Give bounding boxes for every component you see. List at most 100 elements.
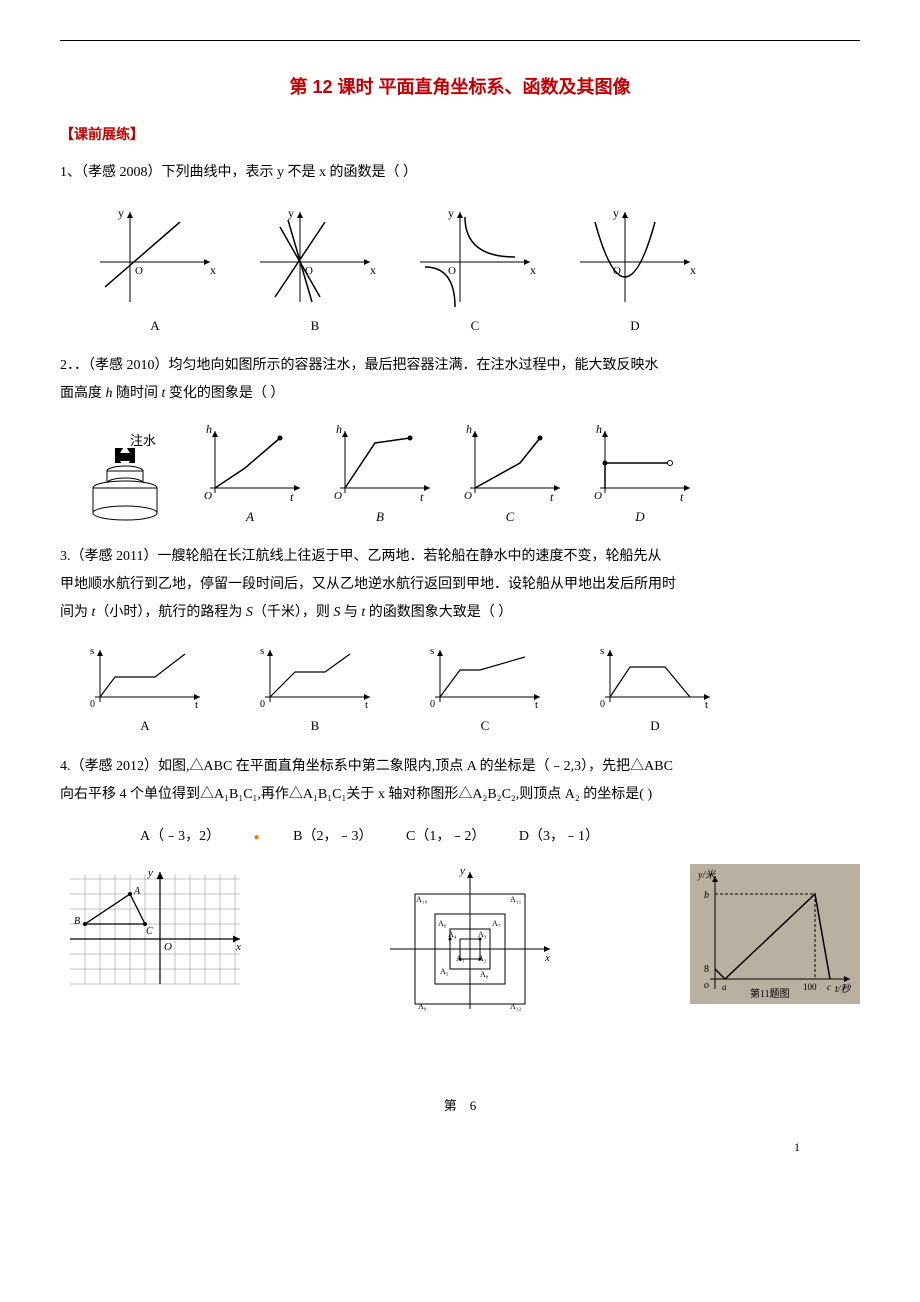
- svg-text:y: y: [147, 867, 153, 879]
- q2-fig-d: h t O D: [580, 423, 700, 528]
- q4-fig2: x y A₁A₂ A₃A₄ A₅A₆ A₇A₈ A₉A₁₀ A₁₁A₁₂: [380, 864, 560, 1014]
- svg-text:s: s: [260, 645, 264, 657]
- svg-text:100: 100: [803, 982, 817, 992]
- svg-text:C: C: [146, 926, 153, 937]
- svg-text:O: O: [305, 265, 313, 277]
- svg-text:O: O: [135, 265, 143, 277]
- q3-label-d: D: [590, 714, 720, 737]
- svg-text:A₇: A₇: [492, 919, 501, 928]
- question-4: 4.（孝感 2012）如图,△ABC 在平面直角坐标系中第二象限内,顶点 A 的…: [60, 753, 860, 809]
- svg-text:O: O: [448, 265, 456, 277]
- q4-opt-b: B（2，﹣3）: [293, 829, 372, 844]
- q2-fig-b: h t O B: [320, 423, 440, 528]
- svg-text:t/秒: t/秒: [835, 983, 852, 995]
- svg-text:A₁₀: A₁₀: [416, 895, 428, 904]
- svg-text:A₄: A₄: [448, 930, 457, 939]
- svg-text:A₃: A₃: [478, 930, 487, 939]
- q1-label-b: B: [240, 314, 390, 337]
- footer-left: 第: [444, 1098, 457, 1113]
- svg-text:t: t: [535, 699, 538, 711]
- page-title: 第 12 课时 平面直角坐标系、函数及其图像: [60, 71, 860, 103]
- svg-text:y: y: [118, 206, 124, 220]
- top-rule: [60, 40, 860, 41]
- page-footer: 第 6: [60, 1094, 860, 1117]
- svg-text:A: A: [133, 886, 141, 897]
- svg-text:第11题图: 第11题图: [750, 987, 790, 1000]
- svg-text:s: s: [600, 645, 604, 657]
- svg-text:y: y: [288, 206, 294, 220]
- q2-fig-a: h t O A: [190, 423, 310, 528]
- svg-text:A₆: A₆: [438, 919, 447, 928]
- svg-text:x: x: [544, 952, 550, 964]
- svg-text:t: t: [705, 699, 708, 711]
- footer-right: 6: [470, 1098, 477, 1113]
- svg-text:t: t: [195, 699, 198, 711]
- q1-fig-c: x y O C: [400, 202, 550, 337]
- q3-text-b: 甲地顺水航行到乙地，停留一段时间后，又从乙地逆水航行返回到甲地．设轮船从甲地出发…: [60, 577, 676, 592]
- svg-text:O: O: [204, 490, 212, 502]
- svg-text:x: x: [210, 263, 216, 277]
- svg-text:O: O: [334, 490, 342, 502]
- q1-figures: x y O A x y O B x y O C: [80, 202, 860, 337]
- page-number: 1: [60, 1137, 860, 1159]
- section-header: 【课前展练】: [60, 123, 860, 148]
- q2-text-a: 2．．（孝感 2010）均匀地向如图所示的容器注水，最后把容器注满．在注水过程中…: [60, 358, 659, 373]
- svg-text:B: B: [74, 916, 80, 927]
- question-2: 2．．（孝感 2010）均匀地向如图所示的容器注水，最后把容器注满．在注水过程中…: [60, 352, 860, 408]
- svg-text:O: O: [594, 490, 602, 502]
- svg-text:t: t: [550, 490, 554, 503]
- q2-figures: 注水 h t O A h t O: [80, 423, 860, 528]
- q2-label-a: A: [246, 509, 254, 524]
- q3-fig-c: s t 0 C: [420, 642, 550, 737]
- svg-text:注水: 注水: [130, 433, 156, 448]
- svg-text:O: O: [464, 490, 472, 502]
- q4-opt-c: C（1，﹣2）: [406, 829, 485, 844]
- q3-text-a: 3.（孝感 2011）一艘轮船在长江航线上往返于甲、乙两地．若轮船在静水中的速度…: [60, 549, 661, 564]
- svg-text:s: s: [90, 645, 94, 657]
- svg-text:A₁₂: A₁₂: [510, 1002, 522, 1011]
- q1-label-c: C: [400, 314, 550, 337]
- svg-text:t: t: [290, 490, 294, 503]
- svg-text:y: y: [613, 206, 619, 220]
- svg-text:A₈: A₈: [480, 970, 489, 979]
- q1-label-d: D: [560, 314, 710, 337]
- svg-text:x: x: [235, 941, 241, 953]
- q2-fig-c: h t O C: [450, 423, 570, 528]
- svg-text:h: h: [596, 423, 602, 436]
- dot-icon: ●: [254, 832, 260, 843]
- q4-fig1: x y O A B C: [60, 864, 250, 994]
- q3-label-a: A: [80, 714, 210, 737]
- q2-label-b: B: [376, 509, 384, 524]
- svg-text:x: x: [530, 263, 536, 277]
- q3-label-b: B: [250, 714, 380, 737]
- svg-text:t: t: [680, 490, 684, 503]
- svg-text:x: x: [690, 263, 696, 277]
- svg-text:h: h: [206, 423, 212, 436]
- q1-fig-a: x y O A: [80, 202, 230, 337]
- svg-text:0: 0: [90, 699, 95, 710]
- q3-fig-a: s t 0 A: [80, 642, 210, 737]
- q1-fig-d: x y O D: [560, 202, 710, 337]
- svg-text:y: y: [448, 206, 454, 220]
- svg-text:c: c: [827, 982, 831, 992]
- q3-figures: s t 0 A s t 0 B s t 0 C: [80, 642, 860, 737]
- q4-text-a: 4.（孝感 2012）如图,△ABC 在平面直角坐标系中第二象限内,顶点 A 的…: [60, 759, 673, 774]
- q3-text-c: 间为 t（小时），航行的路程为 S（千米），则 S 与 t 的函数图象大致是（ …: [60, 605, 512, 620]
- q4-opt-d: D（3，﹣1）: [519, 829, 599, 844]
- svg-text:A₅: A₅: [440, 967, 449, 976]
- svg-text:h: h: [336, 423, 342, 436]
- q2-label-c: C: [506, 509, 515, 524]
- q4-text-b: 向右平移 4 个单位得到△A₁B₁C₁,再作△A₁B₁C₁关于 x 轴对称图形△…: [60, 787, 652, 802]
- q1-fig-b: x y O B: [240, 202, 390, 337]
- svg-text:0: 0: [430, 699, 435, 710]
- svg-text:x: x: [370, 263, 376, 277]
- q4-figures: x y O A B C x y A₁A₂ A₃A₄ A₅A₆: [60, 864, 860, 1014]
- svg-text:t: t: [420, 490, 424, 503]
- q4-fig3: y/米 t/秒 o b 8 a 100 c 第11题图: [690, 864, 860, 1004]
- svg-text:0: 0: [260, 699, 265, 710]
- svg-text:o: o: [704, 980, 709, 991]
- q1-label-a: A: [80, 314, 230, 337]
- svg-text:O: O: [164, 941, 172, 953]
- q3-fig-d: s t 0 D: [590, 642, 720, 737]
- q2-label-d: D: [635, 509, 644, 524]
